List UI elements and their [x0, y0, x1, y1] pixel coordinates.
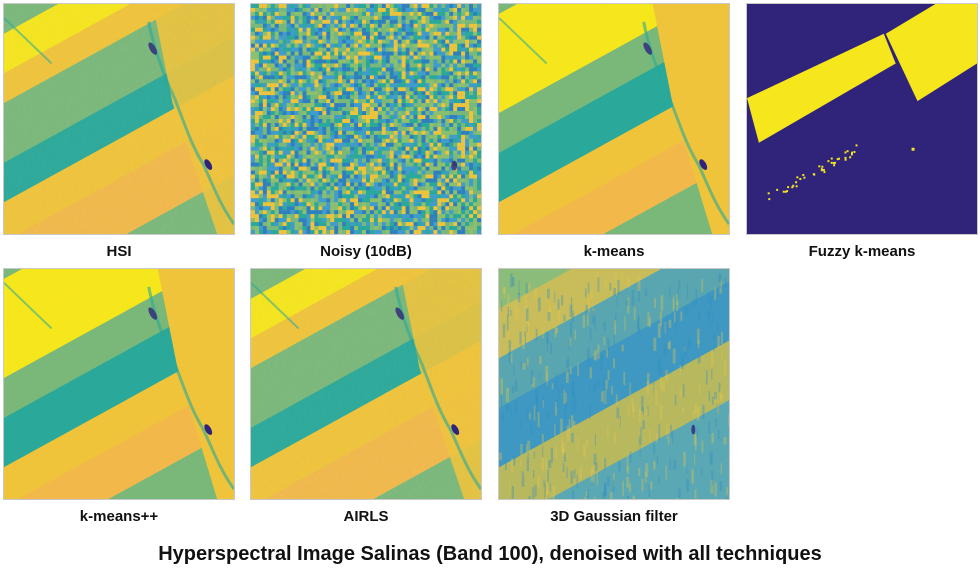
panel-caption: AIRLS [343, 508, 389, 525]
kmeans-image-canvas [499, 4, 729, 234]
hsi-image [3, 3, 235, 235]
panel-caption: Fuzzy k-means [808, 243, 916, 260]
gaussian-image-canvas [499, 269, 729, 499]
noisy-image [250, 3, 482, 235]
fuzzy-kmeans-image [746, 3, 978, 235]
panel-airls: AIRLS [250, 268, 482, 525]
airls-image [250, 268, 482, 500]
panel-caption: HSI [106, 243, 132, 260]
panel-hsi: HSI [3, 3, 235, 260]
panel-caption: k-means++ [79, 508, 159, 525]
kmeans-image [498, 3, 730, 235]
panel-caption: k-means [583, 243, 645, 260]
airls-image-canvas [251, 269, 481, 499]
gaussian-image [498, 268, 730, 500]
panel-fuzzy-kmeans: Fuzzy k-means [746, 3, 978, 260]
panel-kmeans: k-means [498, 3, 730, 260]
panel-noisy: Noisy (10dB) [250, 3, 482, 260]
kmeans-plus-plus-image [3, 268, 235, 500]
panel-3d-gaussian: 3D Gaussian filter [498, 268, 730, 525]
panel-caption: Noisy (10dB) [320, 243, 412, 260]
fuzzy-kmeans-image-canvas [747, 4, 977, 234]
hsi-image-canvas [4, 4, 234, 234]
noisy-image-canvas [251, 4, 481, 234]
figure-title: Hyperspectral Image Salinas (Band 100), … [158, 543, 822, 565]
panel-kmeans-plus-plus: k-means++ [3, 268, 235, 525]
panel-caption: 3D Gaussian filter [550, 508, 678, 525]
kmeans-plus-plus-image-canvas [4, 269, 234, 499]
